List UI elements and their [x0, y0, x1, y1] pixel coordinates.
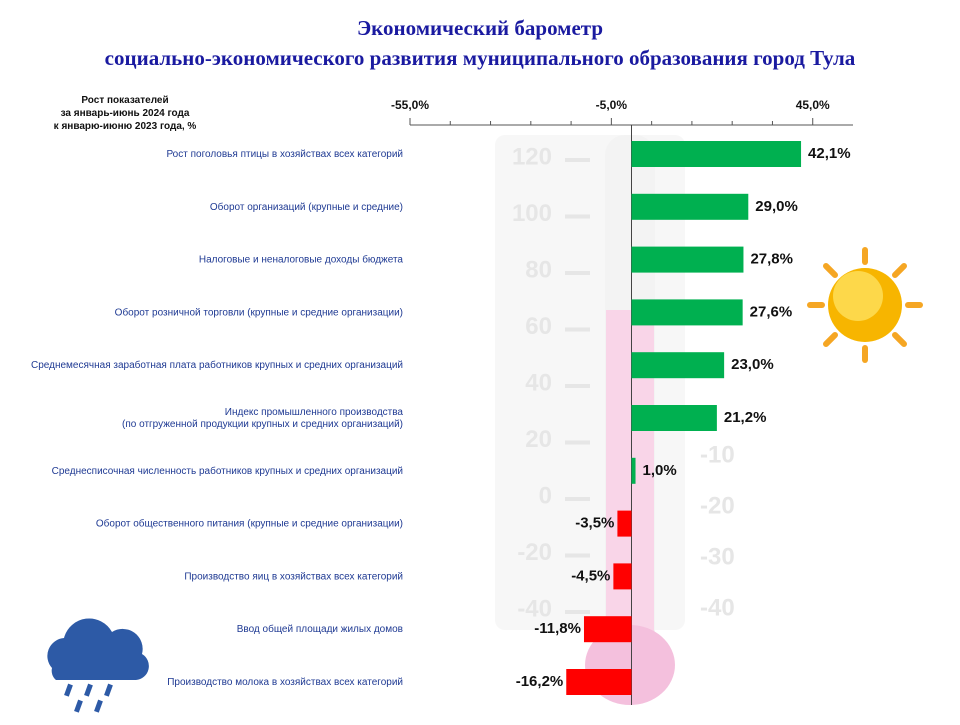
bar	[583, 616, 632, 643]
thermometer-scale-label: -20	[517, 539, 552, 566]
bar	[631, 299, 743, 326]
thermometer-scale-label: 40	[525, 369, 552, 396]
bar	[631, 141, 802, 167]
value-label: 21,2%	[724, 409, 767, 426]
bar	[566, 669, 632, 695]
category-label: Производство яиц в хозяйствах всех катег…	[184, 571, 403, 582]
bar	[631, 352, 725, 379]
thermometer-scale-label: -40	[700, 594, 735, 621]
category-label: Оборот общественного питания (крупные и …	[96, 517, 403, 529]
category-label: Ввод общей площади жилых домов	[237, 623, 403, 635]
rain-cloud	[47, 618, 149, 713]
bar	[617, 510, 632, 537]
thermometer-scale-label: -30	[700, 543, 735, 570]
sun	[807, 247, 923, 363]
bar	[631, 246, 744, 273]
category-label: Налоговые и неналоговые доходы бюджета	[199, 253, 404, 265]
category-label: Оборот организаций (крупные и средние)	[210, 200, 403, 212]
chart-subtitle: социально-экономического развития муници…	[105, 46, 856, 70]
value-label: 1,0%	[643, 462, 677, 479]
value-label: -4,5%	[571, 567, 610, 584]
bar	[631, 405, 717, 431]
thermometer-scale-label: -20	[700, 492, 735, 519]
thermometer-scale-label: 100	[512, 200, 552, 227]
chart-title: Экономический барометр	[357, 16, 603, 40]
x-tick-label: -5,0%	[596, 98, 628, 112]
bar	[613, 563, 632, 590]
value-label: 29,0%	[755, 198, 798, 215]
value-label: -11,8%	[534, 620, 581, 637]
category-label: Среднемесячная заработная плата работник…	[31, 359, 403, 371]
category-label: Рост поголовья птицы в хозяйствах всех к…	[166, 149, 403, 160]
category-label: Индекс промышленного производства (по отг…	[122, 407, 403, 430]
thermometer-scale-label: -10	[700, 441, 735, 468]
category-label: Оборот розничной торговли (крупные и сре…	[115, 306, 403, 318]
bar	[631, 457, 636, 484]
value-label: -16,2%	[516, 673, 564, 690]
thermometer-scale-label: 0	[539, 482, 552, 509]
x-tick-label: 45,0%	[796, 98, 830, 112]
value-label: 27,8%	[750, 251, 793, 268]
category-label: Среднесписочная численность работников к…	[52, 464, 403, 476]
thermometer-scale-label: 20	[525, 426, 552, 453]
category-label: Производство молока в хозяйствах всех ка…	[167, 677, 403, 688]
value-label: 27,6%	[750, 303, 793, 320]
value-label: 42,1%	[808, 145, 851, 162]
bar	[631, 193, 749, 220]
thermometer-scale-label: -40	[517, 595, 552, 622]
value-label: -3,5%	[575, 515, 614, 532]
thermometer-scale-label: 60	[525, 313, 552, 340]
axis-caption: Рост показателей за январь-июнь 2024 года…	[54, 95, 197, 132]
value-label: 23,0%	[731, 356, 774, 373]
x-tick-label: -55,0%	[391, 98, 429, 112]
thermometer-scale-label: 120	[512, 143, 552, 170]
thermometer-scale-label: 80	[525, 256, 552, 283]
